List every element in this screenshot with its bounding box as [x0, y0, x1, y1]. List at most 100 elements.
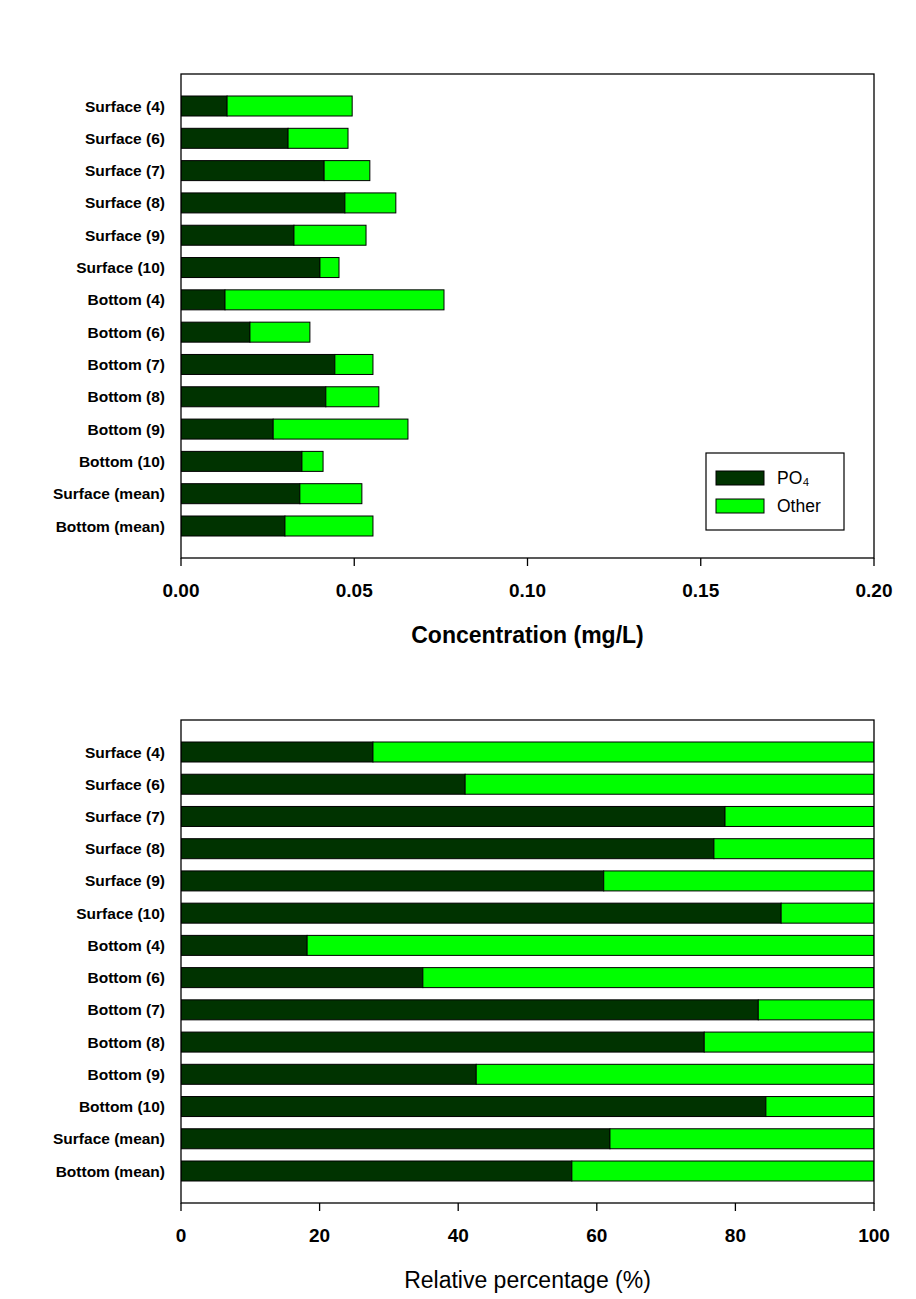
bar	[465, 774, 874, 794]
category-label: Bottom (mean)	[56, 1163, 165, 1180]
category-label: Bottom (8)	[88, 1034, 166, 1051]
category-label: Surface (mean)	[53, 1130, 165, 1147]
tick-mark	[458, 1203, 459, 1211]
legend-label: Other	[777, 496, 821, 516]
bar	[181, 225, 294, 245]
category-label: Bottom (9)	[88, 1066, 166, 1083]
legend-swatch	[716, 499, 764, 513]
bar	[307, 935, 874, 955]
bar	[181, 806, 725, 826]
category-label: Bottom (7)	[88, 1001, 166, 1018]
bar	[181, 1097, 766, 1117]
category-label: Surface (9)	[85, 872, 165, 889]
chart: Surface (4) Surface (6) Surface (7) Surface…	[53, 720, 890, 1293]
category-label: Bottom (7)	[88, 356, 166, 373]
category-label: Surface (10)	[76, 905, 165, 922]
bar	[181, 1000, 758, 1020]
category-label: Surface (6)	[85, 130, 165, 147]
bar	[320, 258, 339, 278]
tick-label: 0.15	[682, 580, 719, 601]
bar	[181, 935, 307, 955]
bars	[181, 742, 874, 1181]
bar	[326, 387, 379, 407]
axis-label: Relative percentage (%)	[404, 1267, 651, 1293]
bar	[725, 806, 874, 826]
bar	[423, 968, 874, 988]
bar	[476, 1064, 874, 1084]
category-label: Bottom (6)	[88, 324, 166, 341]
bar	[181, 387, 326, 407]
bar	[704, 1032, 874, 1052]
bar	[373, 742, 874, 762]
bar	[181, 354, 335, 374]
bar	[781, 903, 874, 923]
bar	[181, 451, 302, 471]
category-label: Bottom (4)	[88, 291, 166, 308]
category-label: Surface (10)	[76, 259, 165, 276]
category-label: Surface (4)	[85, 98, 165, 115]
bar	[604, 871, 874, 891]
bar	[181, 839, 714, 859]
bar	[181, 774, 465, 794]
tick-mark	[180, 1203, 181, 1211]
category-label: Bottom (6)	[88, 969, 166, 986]
tick-label: 0.20	[856, 580, 893, 601]
bar	[302, 451, 323, 471]
tick-mark	[873, 558, 874, 566]
tick-mark	[700, 558, 701, 566]
bar	[181, 290, 225, 310]
bar	[181, 193, 345, 213]
bar	[294, 225, 366, 245]
category-label: Surface (8)	[85, 840, 165, 857]
category-label: Surface (4)	[85, 744, 165, 761]
tick-label: 0	[176, 1225, 187, 1246]
bar	[181, 96, 227, 116]
bar	[345, 193, 396, 213]
legend-swatch	[716, 471, 764, 485]
tick-mark	[596, 1203, 597, 1211]
tick-label: 60	[586, 1225, 607, 1246]
bar	[766, 1097, 874, 1117]
tick-mark	[735, 1203, 736, 1211]
category-label: Bottom (8)	[88, 388, 166, 405]
bar	[181, 742, 373, 762]
tick-mark	[527, 558, 528, 566]
bar	[181, 419, 273, 439]
legend-box	[706, 453, 844, 530]
bar	[181, 1064, 476, 1084]
bar	[181, 516, 285, 536]
category-label: Surface (7)	[85, 162, 165, 179]
category-label: Surface (mean)	[53, 485, 165, 502]
bar	[300, 484, 362, 504]
category-label: Surface (8)	[85, 194, 165, 211]
bar	[181, 258, 320, 278]
bar	[181, 1032, 704, 1052]
bar	[181, 1161, 572, 1181]
bar	[758, 1000, 874, 1020]
category-label: Bottom (10)	[79, 1098, 165, 1115]
bar	[285, 516, 373, 536]
plot-frame	[181, 720, 874, 1203]
chart: Surface (4) Surface (6) Surface (7) Surface…	[53, 74, 892, 648]
bar	[273, 419, 408, 439]
category-label: Bottom (9)	[88, 421, 166, 438]
bar	[288, 128, 348, 148]
category-label: Surface (6)	[85, 776, 165, 793]
tick-label: 40	[448, 1225, 469, 1246]
legend-label: PO₄	[777, 468, 809, 488]
bar	[181, 1129, 610, 1149]
tick-mark	[180, 558, 181, 566]
category-label: Bottom (4)	[88, 937, 166, 954]
figure: Surface (4) Surface (6) Surface (7) Surface…	[0, 0, 916, 1299]
bar	[181, 161, 324, 181]
axis-label: Concentration (mg/L)	[411, 622, 644, 648]
tick-mark	[873, 1203, 874, 1211]
category-label: Surface (9)	[85, 227, 165, 244]
category-label: Surface (7)	[85, 808, 165, 825]
tick-label: 80	[725, 1225, 746, 1246]
bar	[181, 322, 250, 342]
tick-label: 20	[309, 1225, 330, 1246]
bar	[324, 161, 370, 181]
bar	[181, 871, 604, 891]
tick-label: 0.00	[163, 580, 200, 601]
